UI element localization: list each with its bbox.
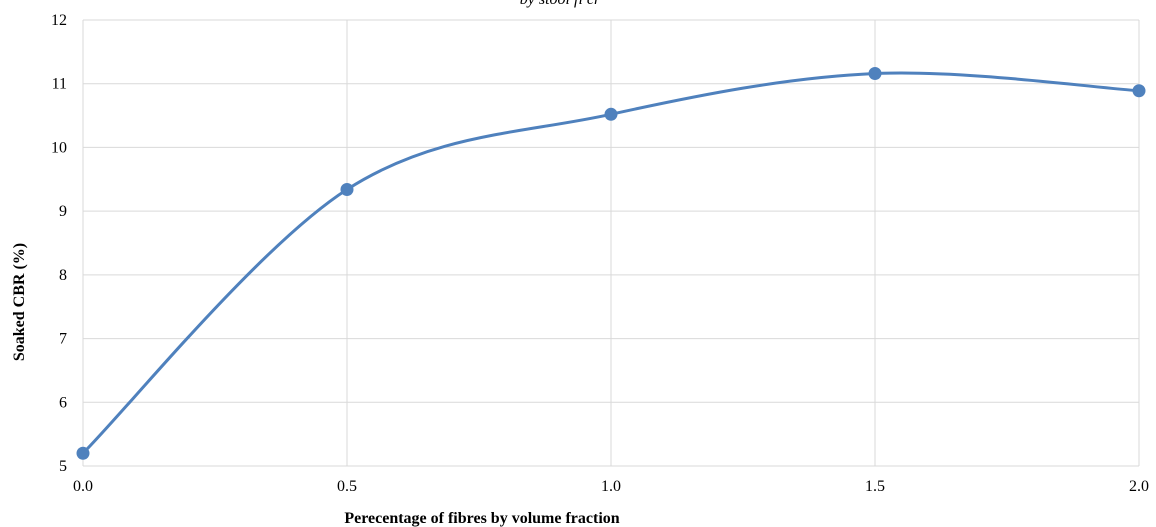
grid: [82, 19, 1140, 467]
data-point: [868, 67, 882, 81]
x-tick-label: 0.0: [73, 478, 93, 495]
x-tick-label: 1.0: [601, 478, 621, 495]
x-axis: 0.0 0.5 1.0 1.5 2.0: [73, 478, 1149, 495]
y-axis-title: Soaked CBR (%): [11, 243, 28, 361]
chart-title: by stool fi cr: [520, 0, 601, 8]
y-tick-label: 5: [59, 458, 67, 475]
y-tick-label: 7: [59, 331, 67, 348]
data-point: [604, 107, 618, 121]
data-point: [1132, 84, 1146, 98]
data-point: [76, 446, 90, 460]
data-point: [340, 182, 354, 196]
y-tick-label: 12: [51, 12, 67, 29]
plot-area: [76, 67, 1146, 460]
y-tick-label: 8: [59, 267, 67, 284]
y-tick-label: 6: [59, 394, 67, 411]
y-axis: 5 6 7 8 9 10 11 12: [51, 12, 67, 475]
x-tick-label: 0.5: [337, 478, 357, 495]
x-tick-label: 1.5: [865, 478, 885, 495]
series-line: [81, 71, 1141, 455]
x-tick-label: 2.0: [1129, 478, 1149, 495]
y-tick-label: 10: [51, 139, 67, 156]
y-tick-label: 9: [59, 203, 67, 220]
y-tick-label: 11: [52, 76, 67, 93]
x-axis-title: Perecentage of fibres by volume fraction: [344, 510, 619, 527]
